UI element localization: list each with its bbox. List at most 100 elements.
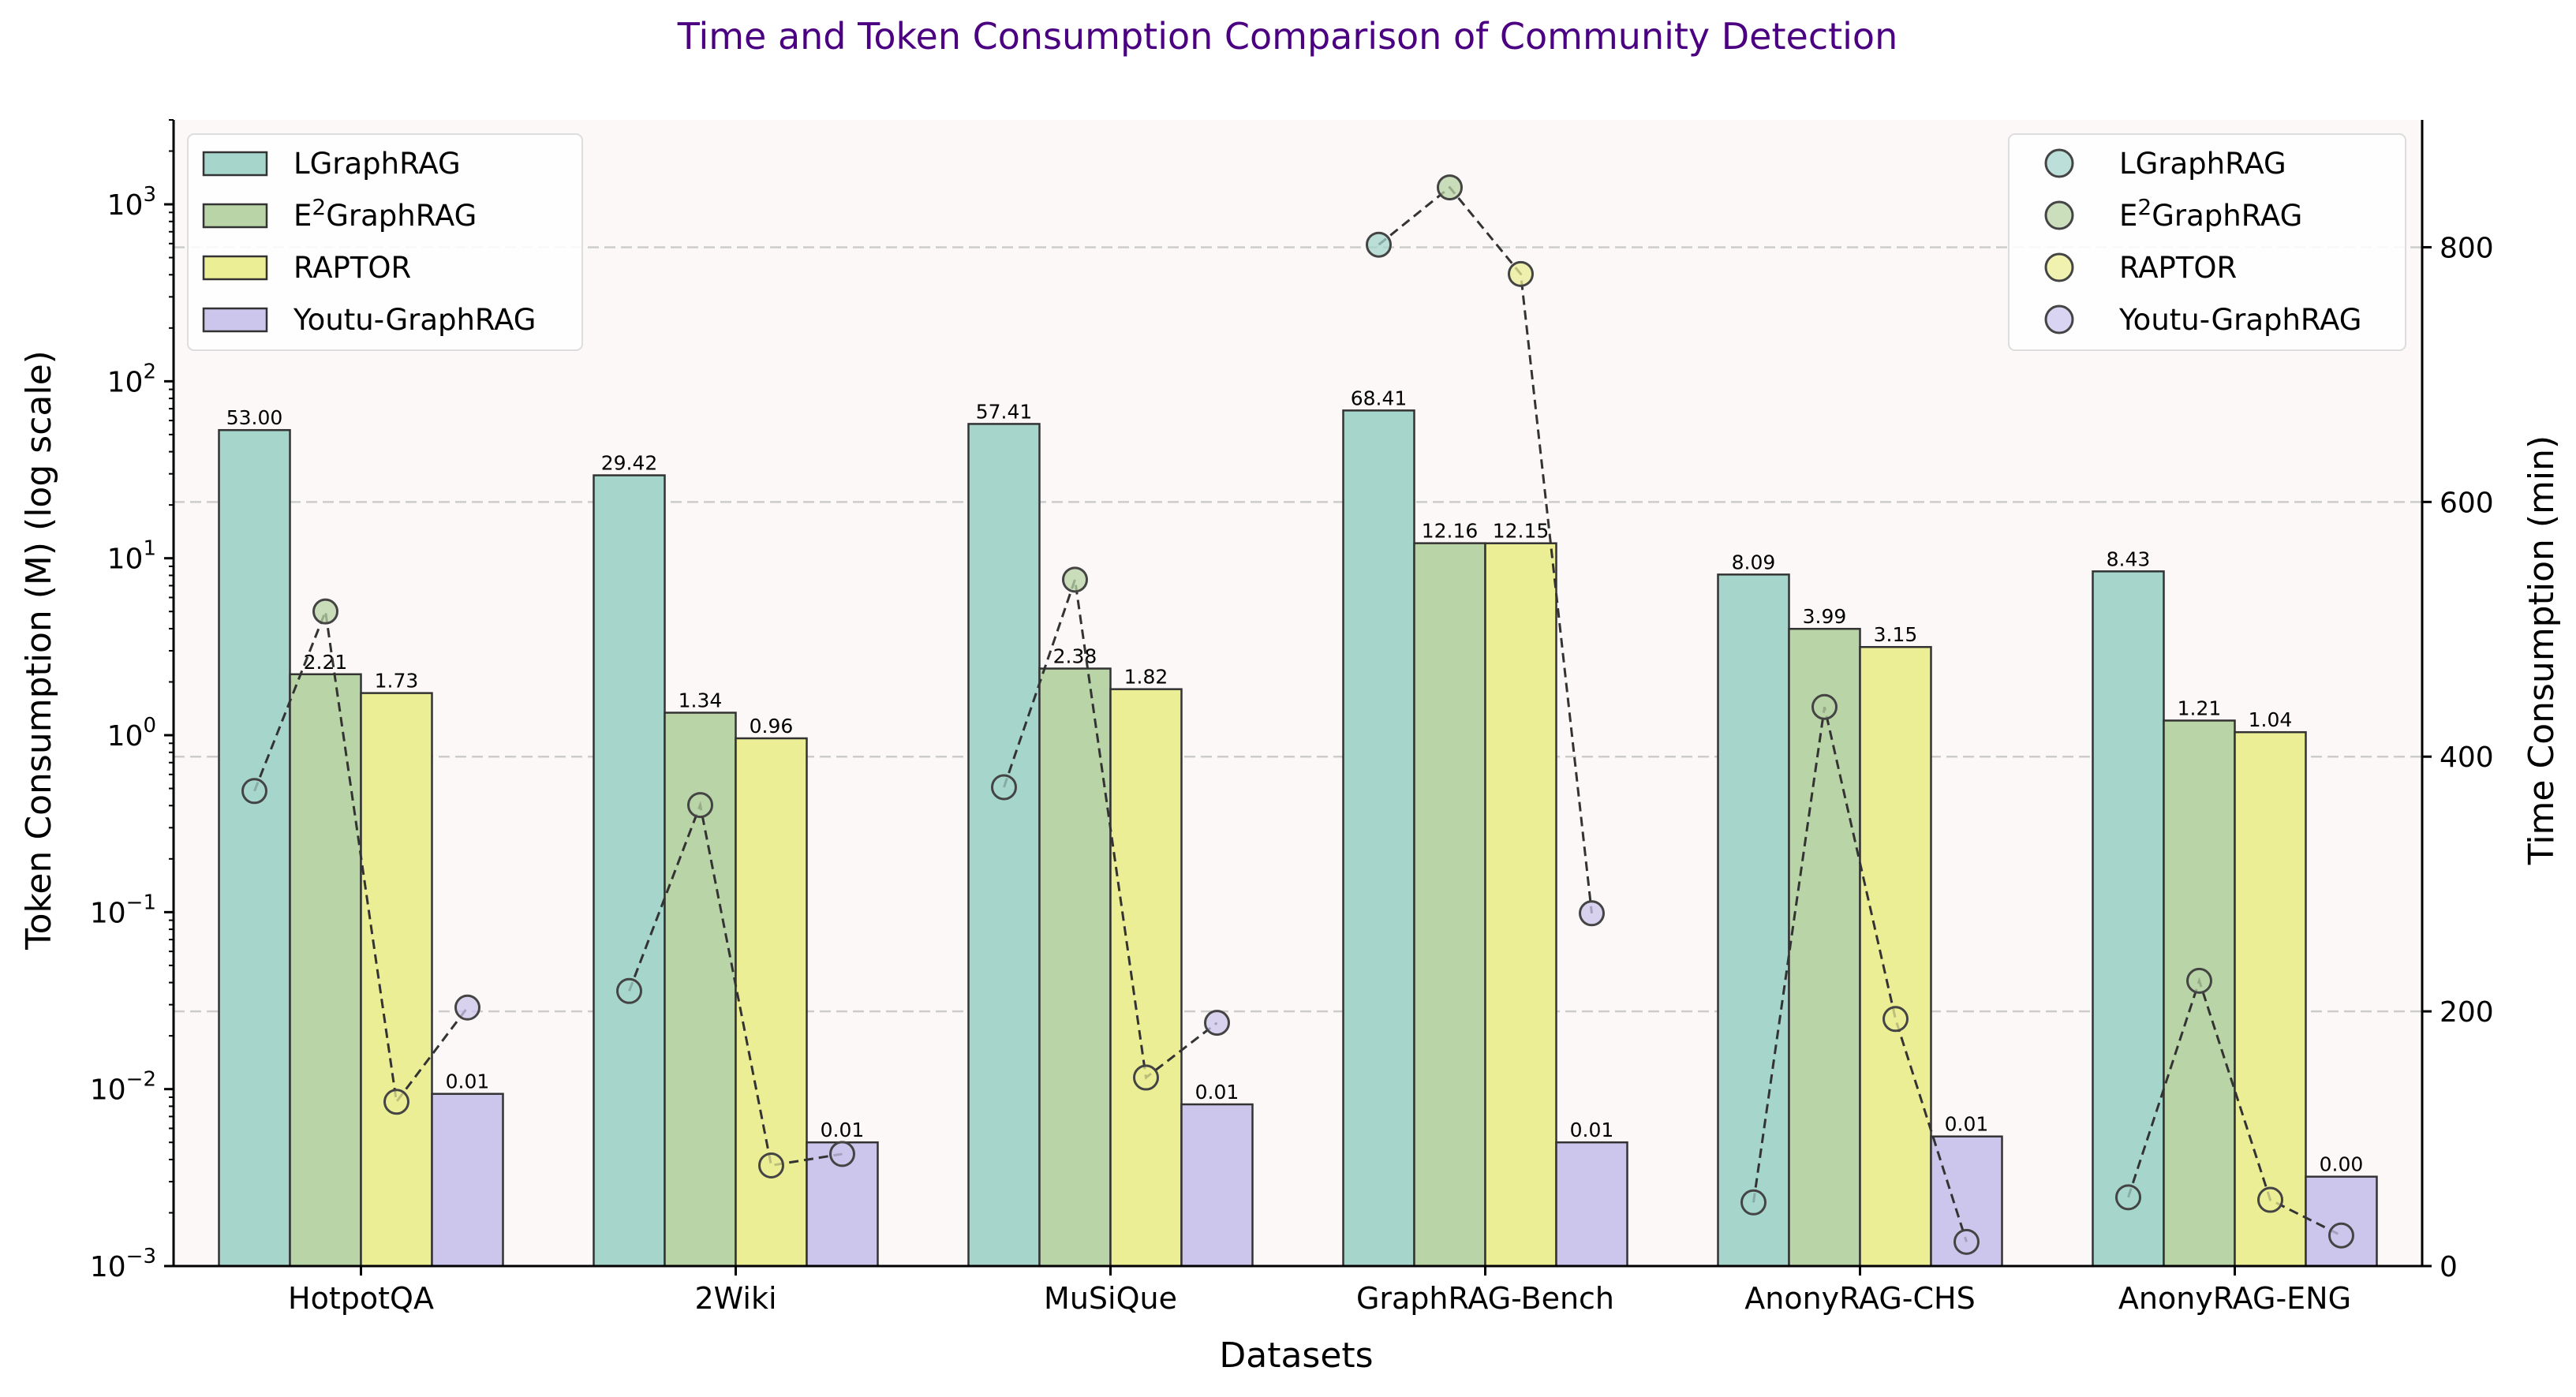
bar [1038, 667, 1112, 1268]
legend-points[interactable]: LGraphRAG E2GraphRAG RAPTOR Youtu-GraphRAG [2008, 133, 2406, 351]
legends[interactable]: LGraphRAGE2GraphRAGRAPTORYoutu-GraphRAGL… [187, 133, 2406, 351]
bar-value-label: 8.43 [2107, 547, 2151, 570]
legend-label: E2GraphRAG [293, 194, 477, 233]
time-point [2257, 1186, 2283, 1213]
bar-value-label: 1.82 [1124, 666, 1168, 689]
legend-points-item[interactable]: Youtu-GraphRAG [2044, 303, 2361, 337]
bar-value-label: 0.01 [821, 1119, 865, 1141]
time-point [1882, 1006, 1909, 1033]
bar-value-label: 0.00 [2320, 1153, 2364, 1176]
y-axis-label: Token Consumption (M) (log scale) [19, 350, 59, 951]
bar-value-label: 12.16 [1422, 520, 1479, 543]
y2-tick-label: 200 [2440, 996, 2494, 1029]
legend-marker [2044, 200, 2074, 230]
legend-label: LGraphRAG [2119, 147, 2286, 181]
legend-bars-item[interactable]: LGraphRAG [202, 147, 461, 181]
bar-value-label: 0.01 [1570, 1119, 1614, 1141]
bar [431, 1093, 504, 1268]
legend-label: E2GraphRAG [2119, 194, 2302, 233]
time-point [312, 598, 338, 625]
time-point [1062, 566, 1088, 593]
time-point [1811, 693, 1838, 720]
time-point [2186, 967, 2212, 994]
legend-swatch [202, 255, 268, 281]
y2-tick-label: 600 [2440, 487, 2494, 519]
bar-value-label: 1.21 [2178, 697, 2222, 719]
x-tick-label: AnonyRAG-CHS [1744, 1281, 1975, 1316]
time-line [2127, 977, 2342, 1237]
axes: 10−3 10−2 10−1 100 101 102 103 0 200 400 600 800 Hot… [90, 119, 2494, 1316]
time-point [991, 774, 1017, 801]
legend-points-item[interactable]: E2GraphRAG [2044, 194, 2302, 233]
y-tick-label: 10−2 [90, 1068, 156, 1107]
time-point [1437, 174, 1463, 201]
x-tick-label: MuSiQue [1044, 1281, 1177, 1316]
x-tick-label: AnonyRAG-ENG [2118, 1281, 2351, 1316]
bar [1109, 688, 1183, 1268]
legend-bars[interactable]: LGraphRAG E2GraphRAG RAPTOR Youtu-GraphRAG [187, 133, 583, 351]
time-point [1366, 231, 1392, 258]
y-tick-label: 10−3 [90, 1245, 156, 1283]
bar [1180, 1103, 1254, 1268]
bar [289, 673, 362, 1268]
legend-swatch [202, 307, 268, 333]
time-line [1003, 579, 1218, 1080]
x-tick-label: HotpotQA [288, 1281, 434, 1316]
time-point [1579, 900, 1605, 927]
bar-value-labels: 53.00 2.21 1.73 0.01 29.42 1.34 0.96 0.01 57.41 2… [226, 387, 2364, 1175]
bar [735, 737, 808, 1268]
bar [1555, 1141, 1628, 1268]
time-point [829, 1141, 855, 1167]
legend-label: RAPTOR [2119, 251, 2237, 285]
y-tick-label: 101 [107, 537, 156, 576]
legend-label: Youtu-GraphRAG [293, 303, 536, 337]
time-point [1133, 1064, 1159, 1091]
bar-value-label: 8.09 [1732, 551, 1776, 573]
y2-tick-label: 400 [2440, 741, 2494, 774]
legend-marker [2044, 252, 2074, 282]
bar-value-label: 0.01 [1945, 1113, 1989, 1136]
bar-value-label: 53.00 [226, 406, 283, 429]
legend-points-item[interactable]: RAPTOR [2044, 251, 2237, 285]
bar-value-label: 1.73 [375, 670, 419, 693]
legend-swatch [202, 203, 268, 229]
bar-value-label: 1.34 [679, 689, 723, 712]
y-tick-label: 10−1 [90, 891, 156, 929]
bar [1859, 645, 1932, 1268]
time-line [628, 801, 843, 1167]
bar [1484, 542, 1557, 1268]
y-tick-label: 103 [107, 183, 156, 222]
y2-tick-label: 800 [2440, 232, 2494, 264]
bar-value-label: 68.41 [1351, 387, 1408, 409]
time-line [253, 607, 469, 1105]
legend-bars-item[interactable]: E2GraphRAG [202, 194, 477, 233]
time-line [1752, 706, 1968, 1242]
bar-value-label: 12.15 [1493, 520, 1550, 543]
time-point [383, 1089, 409, 1115]
time-point [616, 977, 642, 1004]
y2-tick-label: 0 [2440, 1251, 2458, 1283]
bar [1342, 409, 1415, 1268]
bars [218, 409, 2378, 1268]
time-point [2328, 1222, 2354, 1249]
x-axis-label: Datasets [1219, 1335, 1373, 1376]
time-point [758, 1152, 784, 1178]
legend-bars-item[interactable]: RAPTOR [202, 251, 411, 285]
time-point [454, 994, 480, 1021]
x-tick-label: 2Wiki [694, 1281, 776, 1316]
legend-marker [2044, 304, 2074, 334]
y2-axis-label: Time Consumption (min) [2522, 435, 2562, 865]
legend-points-frame [2008, 133, 2406, 351]
time-point [1204, 1010, 1230, 1037]
time-point [1508, 260, 1534, 287]
legend-points-item[interactable]: LGraphRAG [2044, 147, 2286, 181]
bar-value-label: 1.04 [2249, 708, 2293, 731]
bar-value-label: 2.38 [1053, 645, 1097, 668]
bar [1717, 573, 1790, 1268]
bar-value-label: 0.96 [750, 715, 794, 738]
legend-marker [2044, 148, 2074, 178]
legend-bars-item[interactable]: Youtu-GraphRAG [202, 303, 536, 337]
legend-swatch [202, 151, 268, 177]
bar-value-label: 3.99 [1803, 605, 1847, 628]
